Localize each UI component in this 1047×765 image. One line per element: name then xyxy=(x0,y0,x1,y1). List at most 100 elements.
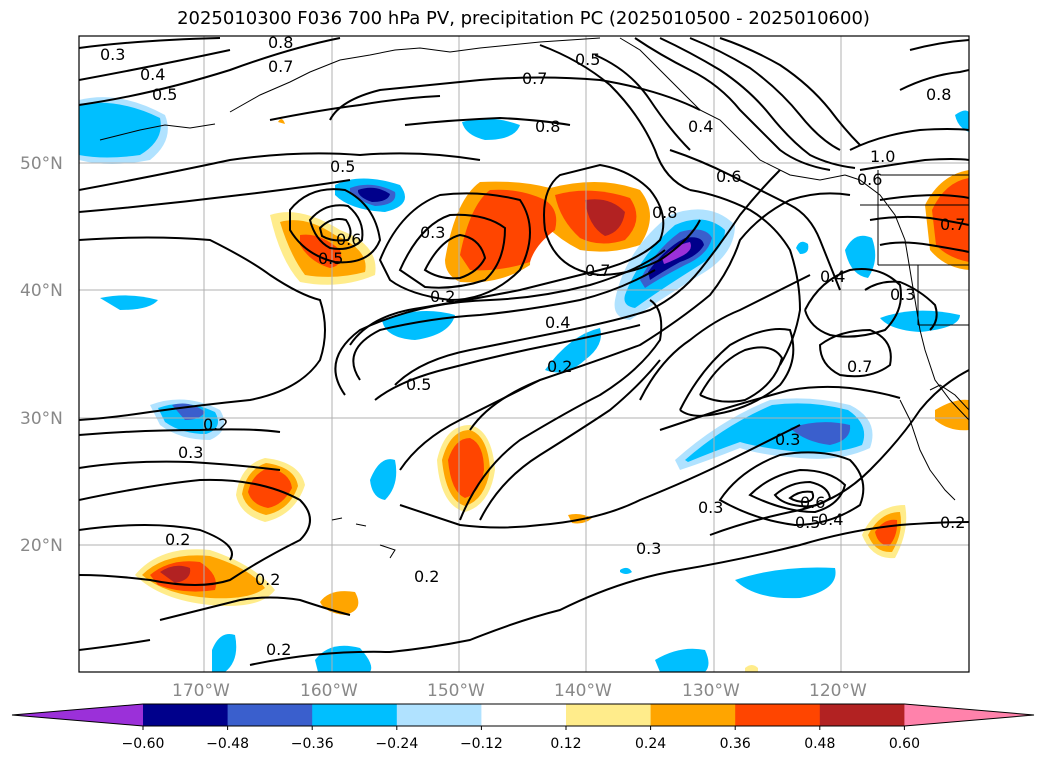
contour-label: 1.0 xyxy=(870,147,895,166)
contour-label: 0.7 xyxy=(268,57,293,76)
colorbar-tick-label: −0.24 xyxy=(375,736,418,752)
contour-label: 0.5 xyxy=(795,513,820,532)
contour-label: 0.2 xyxy=(430,287,455,306)
precip-blob xyxy=(79,102,161,158)
coastlines xyxy=(99,37,969,559)
precip-blob xyxy=(955,110,969,132)
colorbar-tick-label: −0.60 xyxy=(122,736,165,752)
lon-axis-labels: 170°W 160°W 150°W 140°W 130°W 120°W xyxy=(172,681,867,701)
contour-label: 0.5 xyxy=(318,249,343,268)
precip-blob xyxy=(845,235,876,278)
lon-label: 120°W xyxy=(809,681,867,701)
contour-label: 0.5 xyxy=(152,85,177,104)
colorbar-swatch xyxy=(396,704,482,726)
colorbar-tick-label: 0.24 xyxy=(635,736,666,752)
contour-label: 0.4 xyxy=(140,65,165,84)
colorbar-tick-label: −0.36 xyxy=(291,736,334,752)
precip-fill-layer xyxy=(79,97,969,672)
contour-label: 0.8 xyxy=(268,33,293,52)
colorbar-tick-label: −0.12 xyxy=(460,736,503,752)
colorbar: −0.60 −0.48 −0.36 −0.24 −0.12 0.12 0.24 0.36 0.4… xyxy=(11,703,1035,752)
precip-blob xyxy=(160,565,191,583)
contour-label: 0.2 xyxy=(266,640,291,659)
contour-label: 0.8 xyxy=(652,203,677,222)
lat-label: 40°N xyxy=(20,281,63,301)
contour-labels: 0.3 0.8 0.7 0.4 0.5 0.7 0.8 0.5 0.4 0.8 … xyxy=(100,33,965,659)
precip-blob xyxy=(382,311,455,340)
contour-label: 0.2 xyxy=(547,357,572,376)
map-title: 2025010300 F036 700 hPa PV, precipitatio… xyxy=(177,8,870,29)
contour-label: 0.4 xyxy=(688,117,713,136)
lat-axis-labels: 50°N 40°N 30°N 20°N xyxy=(20,154,63,556)
precip-blob xyxy=(935,399,969,431)
colorbar-swatch xyxy=(735,704,821,726)
precip-blob xyxy=(358,187,390,202)
contour-label: 0.3 xyxy=(636,539,661,558)
contour-label: 0.6 xyxy=(800,493,825,512)
plot-frame xyxy=(78,35,970,673)
lat-label: 20°N xyxy=(20,536,63,556)
contour-label: 0.7 xyxy=(847,357,872,376)
colorbar-tick-label: 0.48 xyxy=(804,736,835,752)
contour-label: 0.5 xyxy=(575,50,600,69)
contour-label: 0.3 xyxy=(178,443,203,462)
precip-blob xyxy=(735,567,836,599)
contour-label: 0.5 xyxy=(330,157,355,176)
precip-blob xyxy=(460,189,557,271)
contour-label: 0.7 xyxy=(585,261,610,280)
lon-label: 130°W xyxy=(682,681,740,701)
contour-label: 0.2 xyxy=(165,530,190,549)
precip-blob xyxy=(880,310,960,332)
contour-label: 0.4 xyxy=(545,313,570,332)
lon-label: 160°W xyxy=(300,681,358,701)
colorbar-swatch xyxy=(819,704,905,726)
contour-label: 0.3 xyxy=(698,498,723,517)
precip-blob xyxy=(662,242,691,264)
pv-contours xyxy=(79,37,969,666)
contour-label: 0.2 xyxy=(940,513,965,532)
contour-label: 0.5 xyxy=(406,375,431,394)
colorbar-swatch xyxy=(312,704,398,726)
contour-label: 0.4 xyxy=(820,267,845,286)
precip-blob xyxy=(462,118,520,140)
contour-label: 0.7 xyxy=(522,69,547,88)
precip-blob xyxy=(370,459,397,500)
precip-blob xyxy=(796,241,809,254)
contour-label: 0.2 xyxy=(414,567,439,586)
precip-blob xyxy=(620,567,632,574)
precip-blob xyxy=(545,328,601,373)
colorbar-swatch xyxy=(227,704,313,726)
precip-blob xyxy=(745,665,758,672)
contour-label: 0.8 xyxy=(535,117,560,136)
precip-blob xyxy=(212,634,237,672)
contour-label: 0.6 xyxy=(336,230,361,249)
precip-blob xyxy=(278,118,285,124)
lon-label: 150°W xyxy=(427,681,485,701)
colorbar-swatch xyxy=(143,704,229,726)
precip-blob xyxy=(100,295,158,310)
contour-label: 0.6 xyxy=(857,170,882,189)
colorbar-swatch xyxy=(566,704,652,726)
contour-label: 0.7 xyxy=(940,215,965,234)
contour-label: 0.2 xyxy=(203,415,228,434)
contour-label: 0.6 xyxy=(716,167,741,186)
colorbar-extend-max xyxy=(904,704,1034,726)
contour-label: 0.3 xyxy=(420,223,445,242)
colorbar-tick-label: −0.48 xyxy=(206,736,249,752)
precip-blob xyxy=(790,422,851,445)
colorbar-tick-label: 0.12 xyxy=(550,736,581,752)
precip-blob xyxy=(448,438,484,498)
contour-label: 0.4 xyxy=(818,510,843,529)
contour-label: 0.3 xyxy=(100,45,125,64)
contour-label: 0.8 xyxy=(926,85,951,104)
lat-label: 30°N xyxy=(20,409,63,429)
contour-label: 0.3 xyxy=(775,430,800,449)
colorbar-swatch xyxy=(650,704,736,726)
precip-blob xyxy=(932,178,969,262)
lat-label: 50°N xyxy=(20,154,63,174)
lon-label: 140°W xyxy=(554,681,612,701)
contour-label: 0.3 xyxy=(890,285,915,304)
colorbar-tick-label: 0.36 xyxy=(720,736,751,752)
precip-blob xyxy=(585,199,625,236)
